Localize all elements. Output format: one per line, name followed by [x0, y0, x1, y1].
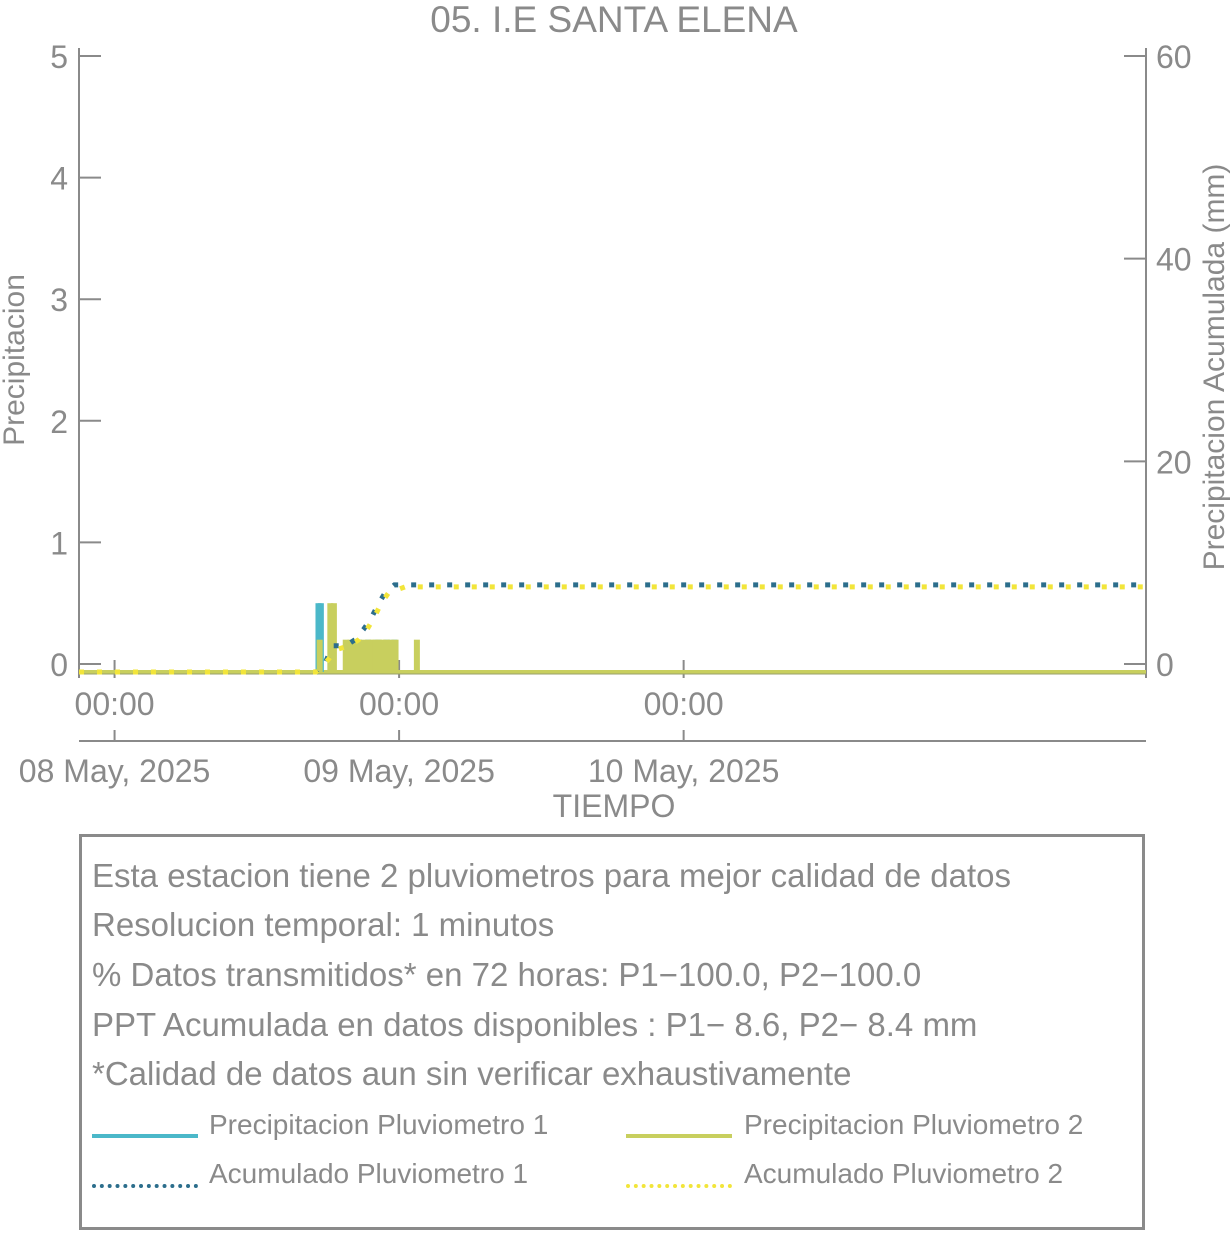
bar-pluviometro-2 — [383, 639, 390, 672]
bar-pluviometro-2 — [316, 639, 323, 672]
left-tick-label: 1 — [50, 525, 68, 561]
legend-swatch-acum-1 — [92, 1184, 198, 1188]
line-acumulado-1 — [79, 582, 1146, 675]
x-axis-label: TIEMPO — [553, 788, 676, 824]
bar-pluviometro-2 — [387, 639, 394, 672]
left-tick-label: 2 — [50, 404, 68, 440]
legend-label-precip-1: Precipitacion Pluviometro 1 — [209, 1109, 549, 1140]
legend-label-precip-2: Precipitacion Pluviometro 2 — [744, 1109, 1084, 1140]
info-line-pluviometers: Esta estacion tiene 2 pluviometros para … — [92, 857, 1012, 894]
chart-title: 05. I.E SANTA ELENA — [430, 0, 798, 40]
bar-pluviometro-2 — [351, 639, 358, 672]
bar-pluviometro-2 — [368, 639, 375, 672]
left-axis-label: Precipitacion — [0, 274, 31, 446]
bar-pluviometro-2 — [392, 639, 399, 672]
info-line-resolution: Resolucion temporal: 1 minutos — [92, 906, 555, 943]
x-tick-label-date: 10 May, 2025 — [588, 753, 780, 789]
legend-label-acum-1: Acumulado Pluviometro 1 — [209, 1158, 529, 1189]
right-axis-label: Precipitacion Acumulada (mm) — [1198, 164, 1231, 571]
bar-pluviometro-2 — [347, 639, 354, 672]
x-tick-label-time: 00:00 — [75, 686, 155, 722]
left-tick-label: 5 — [50, 39, 68, 75]
right-tick-label: 60 — [1156, 39, 1192, 75]
legend-swatch-precip-2 — [626, 1134, 732, 1138]
info-line-transmitted: % Datos transmitidos* en 72 horas: P1−10… — [92, 956, 922, 993]
left-tick-label: 0 — [50, 647, 68, 683]
left-tick-label: 3 — [50, 282, 68, 318]
bar-pluviometro-2 — [360, 639, 367, 672]
bar-pluviometro-2 — [355, 639, 362, 672]
left-tick-label: 4 — [50, 161, 68, 197]
right-tick-label: 20 — [1156, 444, 1192, 480]
x-tick-label-date: 08 May, 2025 — [19, 753, 211, 789]
x-tick-label-time: 00:00 — [359, 686, 439, 722]
bar-pluviometro-1 — [317, 603, 324, 672]
legend-label-acum-2: Acumulado Pluviometro 2 — [744, 1158, 1064, 1189]
bar-pluviometro-2 — [365, 639, 372, 672]
info-box: Esta estacion tiene 2 pluviometros para … — [79, 834, 1145, 1230]
bar-pluviometro-2 — [372, 639, 379, 672]
x-tick-label-date: 09 May, 2025 — [303, 753, 495, 789]
bar-pluviometro-2 — [342, 639, 349, 672]
bar-pluviometro-2 — [330, 603, 337, 672]
bar-pluviometro-2 — [327, 603, 334, 672]
legend-swatch-acum-2 — [626, 1184, 732, 1188]
line-acumulado-2 — [79, 584, 1146, 675]
bar-pluviometro-2 — [379, 639, 386, 672]
precipitation-chart: 05. I.E SANTA ELENA 0 1 2 3 4 5 0 20 40 60 Precipit… — [0, 0, 1231, 824]
legend-swatch-precip-1 — [92, 1134, 198, 1138]
bar-pluviometro-2 — [375, 639, 382, 672]
right-tick-label: 40 — [1156, 242, 1192, 278]
bar-pluviometro-2 — [413, 639, 420, 672]
info-line-quality-note: *Calidad de datos aun sin verificar exha… — [92, 1055, 852, 1092]
x-tick-label-time: 00:00 — [644, 686, 724, 722]
right-tick-label: 0 — [1156, 647, 1174, 683]
info-line-accumulated: PPT Acumulada en datos disponibles : P1−… — [92, 1006, 978, 1043]
